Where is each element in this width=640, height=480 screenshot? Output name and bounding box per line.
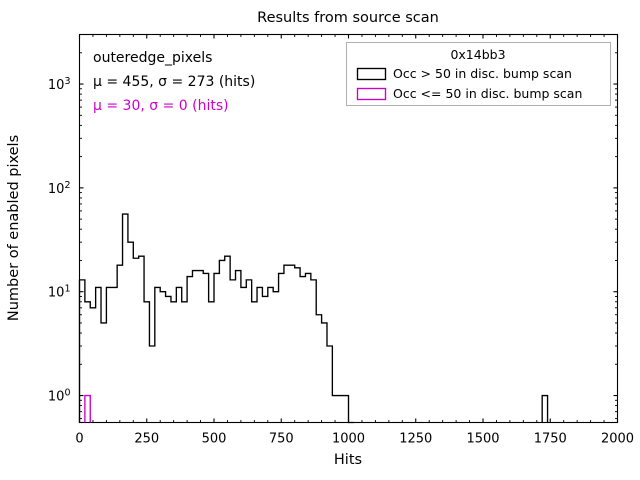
legend-swatch-occ-gt-50 bbox=[356, 67, 387, 81]
x-tick-label: 500 bbox=[202, 432, 227, 447]
x-tick-label: 2000 bbox=[601, 432, 634, 447]
y-tick-label: 100 bbox=[48, 388, 71, 405]
legend: 0x14bb3 Occ > 50 in disc. bump scan Occ … bbox=[346, 42, 611, 106]
legend-frame bbox=[346, 42, 611, 106]
x-tick-label: 1500 bbox=[466, 432, 499, 447]
x-tick-label: 0 bbox=[75, 432, 83, 447]
y-tick-label: 103 bbox=[48, 76, 71, 93]
y-tick-label: 101 bbox=[48, 284, 71, 301]
legend-title: 0x14bb3 bbox=[450, 47, 505, 62]
x-axis-label: Hits bbox=[334, 452, 362, 468]
annotation-stats-secondary: μ = 30, σ = 0 (hits) bbox=[93, 98, 229, 114]
legend-swatch-occ-le-50 bbox=[356, 87, 387, 101]
histogram-series-occ-le-50 bbox=[84, 394, 91, 423]
annotation-stats-primary: μ = 455, σ = 273 (hits) bbox=[93, 74, 255, 90]
x-axis-ticks: 0 250 500 750 1000 1250 1500 1750 2000 bbox=[75, 34, 634, 447]
page-title: Results from source scan bbox=[257, 10, 439, 26]
y-axis-ticks: 100 101 102 103 bbox=[48, 76, 618, 405]
y-tick-label: 102 bbox=[48, 180, 71, 197]
x-tick-label: 250 bbox=[134, 432, 159, 447]
legend-label-occ-gt-50: Occ > 50 in disc. bump scan bbox=[393, 66, 572, 81]
legend-label-occ-le-50: Occ <= 50 in disc. bump scan bbox=[393, 86, 582, 101]
x-tick-label: 1750 bbox=[534, 432, 567, 447]
y-axis-label: Number of enabled pixels bbox=[6, 135, 22, 321]
annotation-module-name: outeredge_pixels bbox=[93, 50, 212, 66]
x-axis-minor-ticks bbox=[92, 34, 605, 423]
histogram-series-occ-gt-50 bbox=[78, 213, 549, 424]
x-tick-label: 750 bbox=[269, 432, 294, 447]
x-tick-label: 1000 bbox=[332, 432, 365, 447]
x-tick-label: 1250 bbox=[399, 432, 432, 447]
